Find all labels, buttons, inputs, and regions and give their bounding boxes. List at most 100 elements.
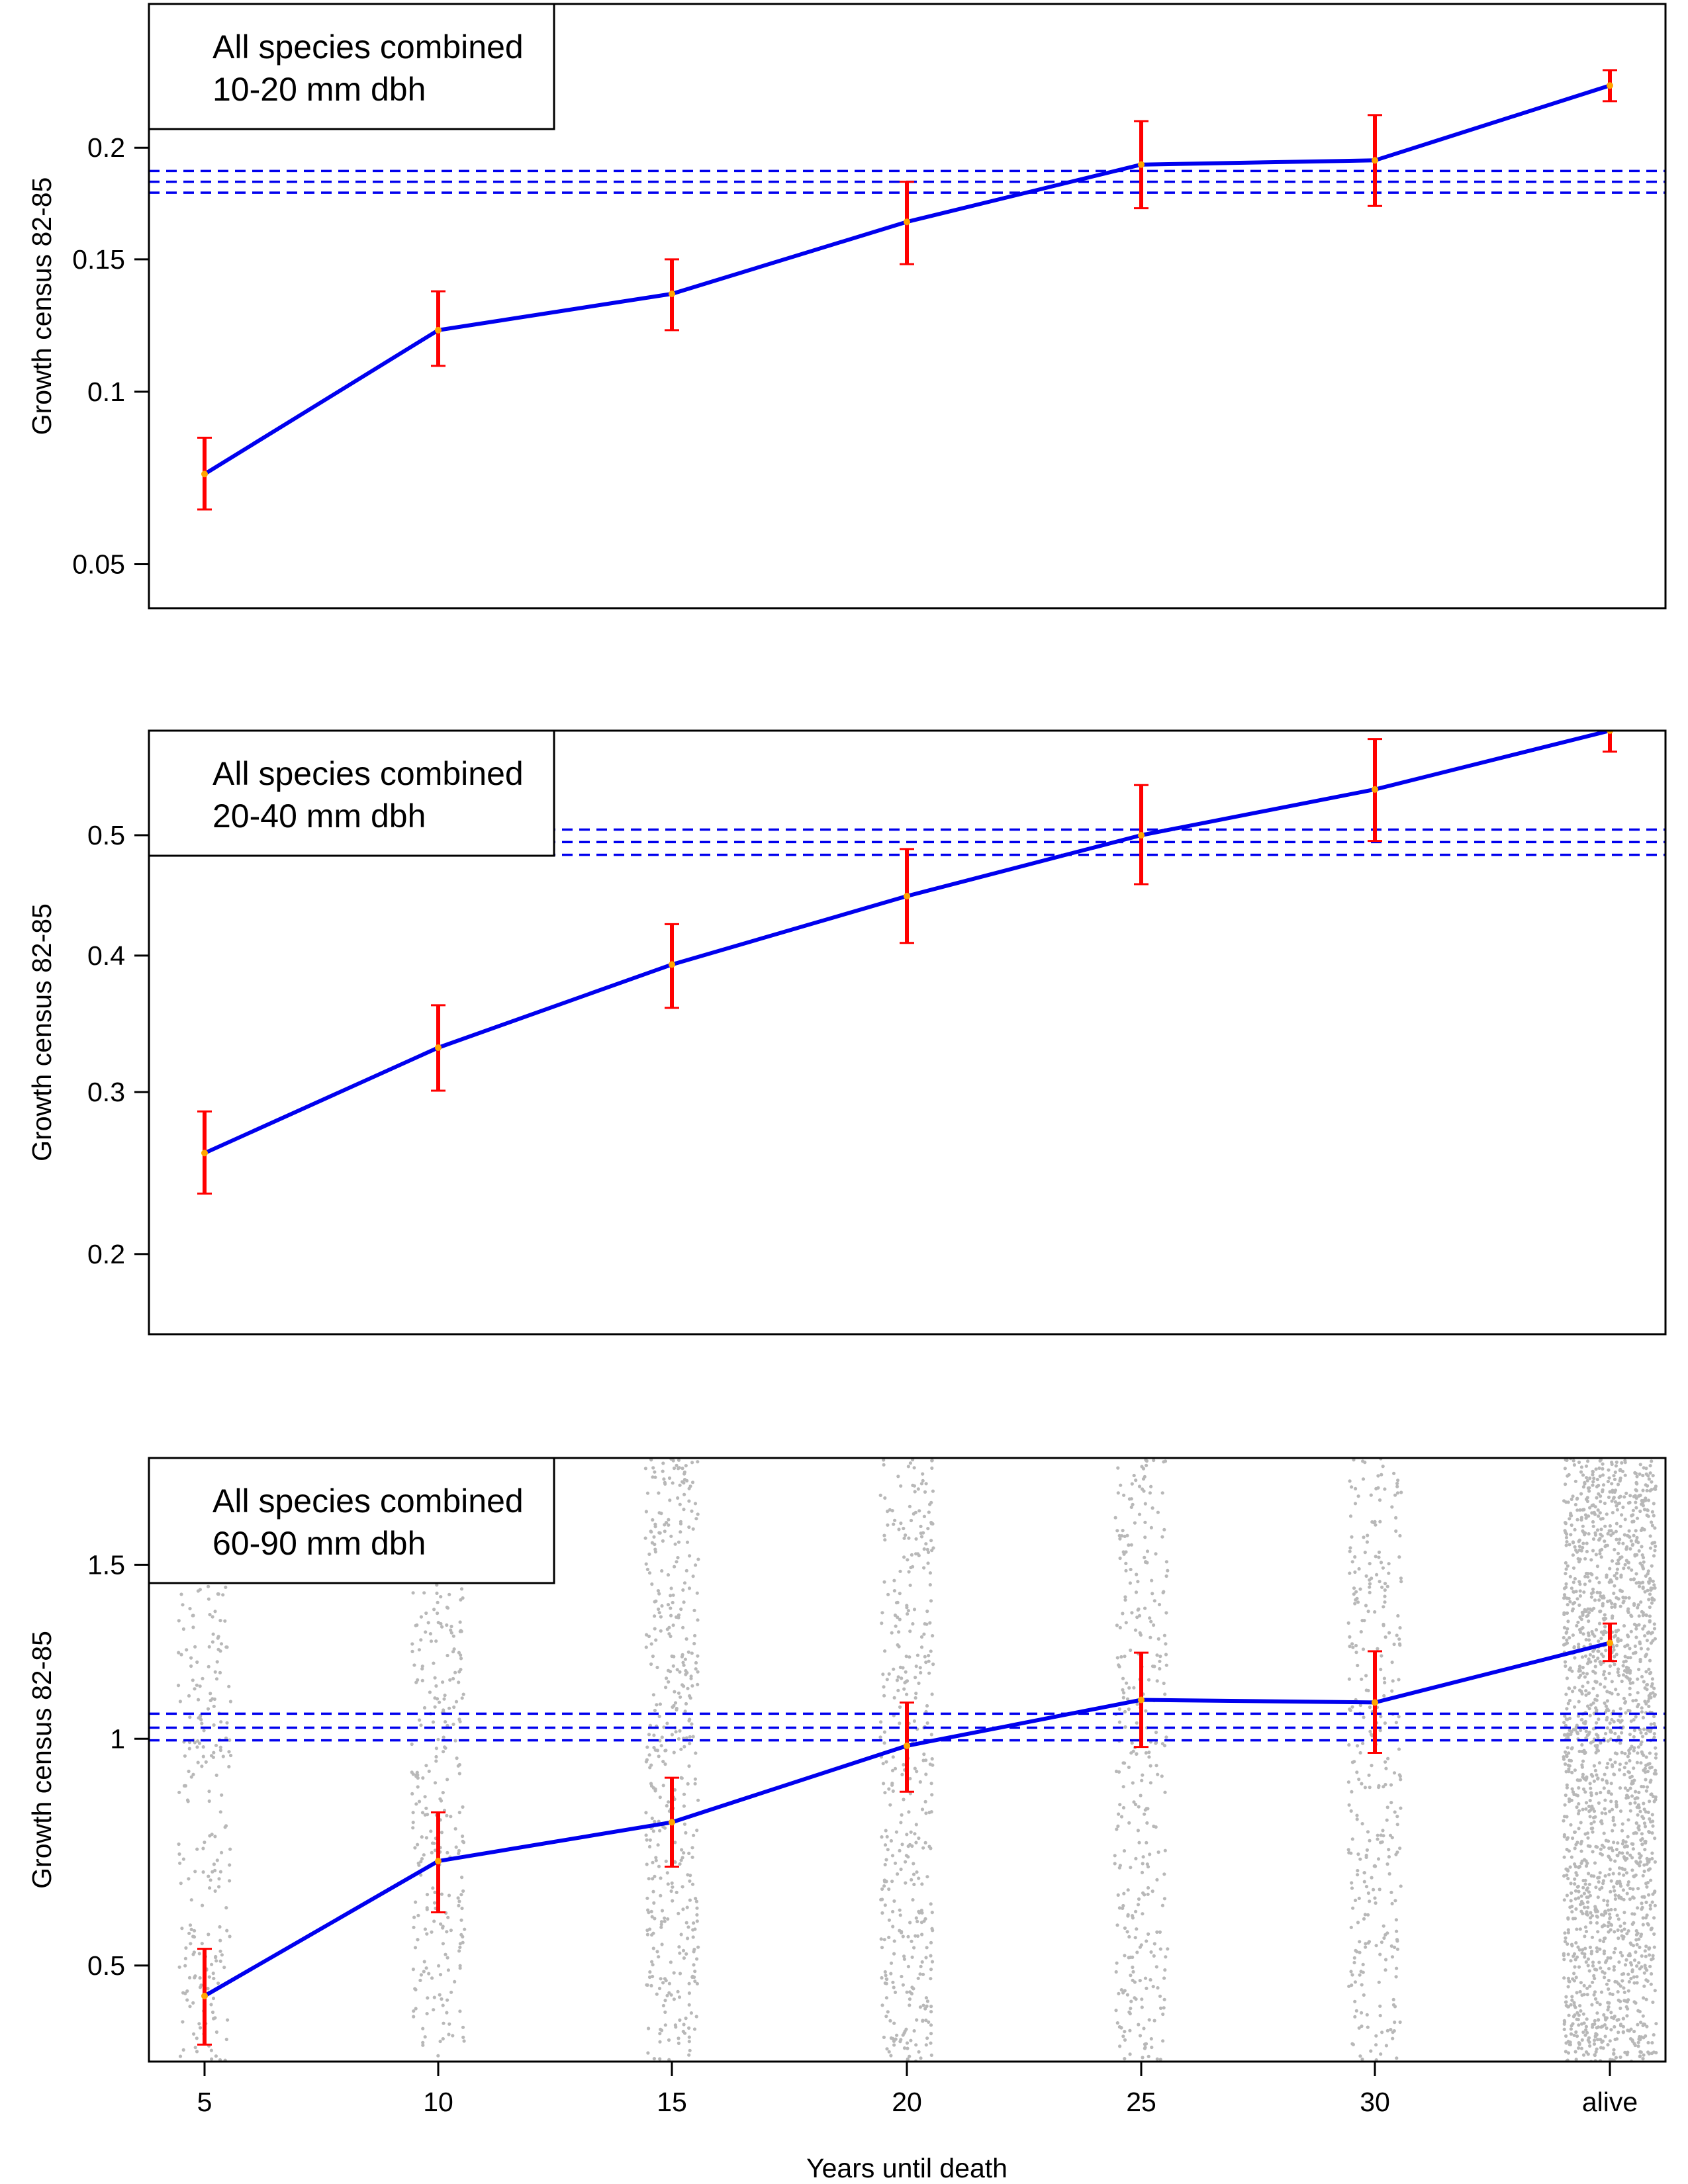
jitter-point [1147, 1751, 1151, 1754]
jitter-point [1634, 1480, 1638, 1484]
jitter-point [1595, 1733, 1599, 1737]
jitter-point [449, 1624, 453, 1629]
jitter-point [891, 1925, 895, 1929]
jitter-point [885, 2047, 889, 2051]
jitter-point [445, 1723, 449, 1727]
jitter-point [1374, 2043, 1378, 2047]
jitter-point [459, 1918, 463, 1922]
jitter-point [906, 1465, 910, 1469]
jitter-point [644, 1760, 649, 1764]
jitter-point [183, 1754, 187, 1758]
jitter-point [914, 1934, 917, 1938]
jitter-point [1360, 1677, 1364, 1681]
jitter-point [1578, 1508, 1582, 1512]
jitter-point [1575, 1731, 1580, 1735]
jitter-point [1603, 1501, 1607, 1506]
jitter-point [1579, 1728, 1583, 1733]
jitter-point [1581, 2012, 1585, 2016]
jitter-point [1650, 1792, 1654, 1796]
jitter-point [1638, 1809, 1642, 1813]
jitter-point [1640, 1710, 1644, 1714]
jitter-point [225, 1929, 229, 1933]
jitter-point [1137, 1607, 1141, 1611]
jitter-point [1150, 2045, 1154, 2050]
jitter-point [1593, 1768, 1597, 1772]
jitter-point [416, 1861, 420, 1865]
jitter-point [1355, 1817, 1359, 1821]
jitter-point [1584, 1689, 1588, 1693]
jitter-point [1573, 1545, 1577, 1549]
jitter-point [1642, 1984, 1646, 1988]
jitter-point [228, 1847, 232, 1851]
jitter-point [1149, 1764, 1152, 1768]
jitter-point [1622, 1972, 1626, 1976]
jitter-point [412, 1663, 416, 1667]
jitter-point [661, 1539, 665, 1543]
jitter-point [879, 1937, 883, 1941]
jitter-point [1648, 1619, 1652, 1623]
jitter-point [1591, 1473, 1595, 1477]
jitter-point [1612, 1719, 1616, 1724]
jitter-point [1579, 2046, 1583, 2050]
jitter-point [1644, 1731, 1648, 1735]
jitter-point [910, 1991, 914, 1996]
data-point [904, 218, 910, 226]
jitter-point [650, 1816, 654, 1820]
x-axis-title: Years until death [806, 2153, 1008, 2183]
jitter-point [679, 1933, 683, 1936]
jitter-point [663, 2010, 667, 2014]
jitter-point [1624, 1796, 1628, 1800]
jitter-point [1382, 1936, 1386, 1940]
jitter-point [1131, 1978, 1135, 1982]
jitter-point [892, 1899, 896, 1903]
jitter-point [1589, 1791, 1593, 1795]
jitter-point [1627, 1529, 1631, 1533]
jitter-point [218, 1949, 222, 1953]
jitter-point [915, 1919, 919, 1923]
jitter-point [1635, 1475, 1639, 1479]
jitter-point [212, 1723, 216, 1727]
jitter-point [672, 1971, 676, 1975]
jitter-point [1644, 1966, 1648, 1970]
jitter-point [651, 1693, 656, 1697]
jitter-point [930, 1466, 934, 1470]
jitter-point [1623, 1786, 1627, 1790]
jitter-point [667, 1800, 671, 1804]
jitter-point [1593, 1815, 1597, 1819]
jitter-point [1164, 1611, 1168, 1615]
jitter-point [909, 1518, 914, 1523]
jitter-point [433, 1848, 438, 1852]
jitter-point [671, 1885, 675, 1889]
jitter-point [686, 1650, 690, 1654]
jitter-point [1652, 1554, 1656, 1558]
jitter-point [1634, 1796, 1638, 1800]
jitter-point [1162, 1460, 1166, 1464]
jitter-point [664, 1686, 668, 1690]
jitter-point [893, 1861, 898, 1865]
jitter-point [929, 1977, 933, 1981]
jitter-point [902, 1957, 906, 1961]
jitter-point [1602, 1672, 1606, 1676]
jitter-point [216, 1635, 220, 1639]
jitter-point [1615, 1643, 1619, 1648]
jitter-point [1583, 1719, 1587, 1723]
jitter-point [917, 1509, 921, 1513]
jitter-point [1393, 1493, 1397, 1497]
jitter-point [1581, 1473, 1585, 1477]
jitter-point [901, 1934, 905, 1938]
jitter-point [692, 1833, 696, 1837]
jitter-point [1594, 1909, 1598, 1914]
jitter-point [669, 1889, 673, 1893]
jitter-point [1601, 1488, 1605, 1492]
jitter-point [892, 1939, 896, 1943]
jitter-point [1589, 1949, 1594, 1954]
jitter-point [1578, 1589, 1582, 1593]
jitter-point [687, 1525, 691, 1529]
jitter-point [460, 1876, 464, 1880]
jitter-point [1577, 1645, 1581, 1649]
jitter-point [692, 2027, 697, 2031]
jitter-point [1651, 1579, 1655, 1583]
jitter-point [922, 1632, 926, 1636]
jitter-point [1355, 1770, 1359, 1774]
